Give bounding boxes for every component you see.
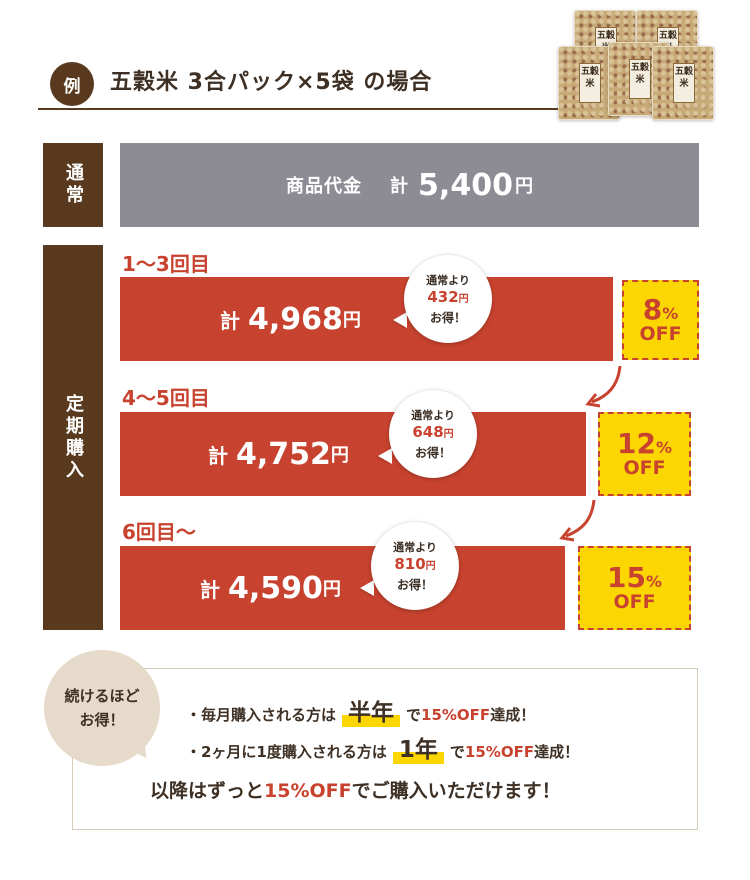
total-prefix: 計	[200, 577, 220, 602]
stage-3-price-bar: 計 4,590 円	[120, 546, 565, 630]
summary-line-bimonthly: ・2ヶ月に1度購入される方は 1年 で 15%OFF 達成！	[186, 730, 579, 764]
stage-2-saving: 648	[412, 423, 444, 441]
yen-unit: 円	[330, 445, 349, 466]
subscription-side-label: 定期購入	[43, 245, 103, 630]
bubble-tail	[393, 312, 407, 328]
summary-final-line: 以降はずっと15%OFFでご購入いただけます！	[150, 780, 561, 802]
stage-2-price-bar: 計 4,752 円	[120, 412, 586, 496]
bubble-tail	[378, 448, 392, 464]
stage-3-saving: 810	[394, 555, 426, 573]
stage-3-saving-bubble: 通常より 810円 お得！	[371, 522, 459, 610]
stage-1-saving-bubble: 通常より 432円 お得！	[404, 255, 492, 343]
stage-2-saving-bubble: 通常より 648円 お得！	[389, 390, 477, 478]
stage-1-amount: 4,968	[248, 301, 343, 337]
stage-1-price-bar: 計 4,968 円	[120, 277, 613, 361]
stage-3-label: 6回目〜	[122, 520, 196, 544]
total-prefix: 計	[390, 176, 409, 197]
stage-1-label: 1〜3回目	[122, 252, 210, 276]
rice-packs-image: 五穀米 五穀米 五穀米 五穀米 五穀米	[556, 8, 714, 126]
stage-1-discount-box: 8% OFF	[622, 280, 699, 360]
total-prefix: 計	[208, 443, 228, 468]
bubble-tail	[360, 580, 374, 596]
stage-2-discount: 12	[617, 427, 656, 461]
stage-2-amount: 4,752	[236, 436, 331, 472]
header-divider	[38, 108, 604, 110]
page-title: 五穀米 3合パック×5袋 の場合	[110, 70, 433, 95]
yen-unit: 円	[322, 579, 341, 600]
stage-3-discount-box: 15% OFF	[578, 546, 691, 630]
normal-side-label: 通常	[43, 143, 103, 227]
half-year-highlight: 半年	[342, 693, 401, 727]
curved-arrow-icon	[559, 499, 596, 542]
curved-arrow-icon	[585, 365, 622, 408]
stage-1-saving: 432	[427, 288, 459, 306]
stage-2-discount-box: 12% OFF	[598, 412, 691, 496]
total-prefix: 計	[220, 308, 240, 333]
yen-unit: 円	[342, 310, 361, 331]
stage-2-label: 4〜5回目	[122, 386, 210, 410]
normal-amount: 5,400	[418, 167, 513, 203]
price-label: 商品代金	[286, 176, 363, 197]
stage-1-discount: 8	[642, 293, 663, 327]
example-badge: 例	[50, 62, 94, 106]
keep-going-tag: 続けるほど お得！	[44, 650, 160, 766]
normal-price-bar: 商品代金 計 5,400 円	[120, 143, 699, 227]
stage-3-amount: 4,590	[228, 570, 323, 606]
yen-unit: 円	[514, 176, 533, 197]
stage-3-discount: 15	[607, 561, 646, 595]
summary-line-monthly: ・毎月購入される方は 半年 で 15%OFF 達成！	[186, 693, 535, 727]
one-year-highlight: 1年	[392, 730, 444, 764]
